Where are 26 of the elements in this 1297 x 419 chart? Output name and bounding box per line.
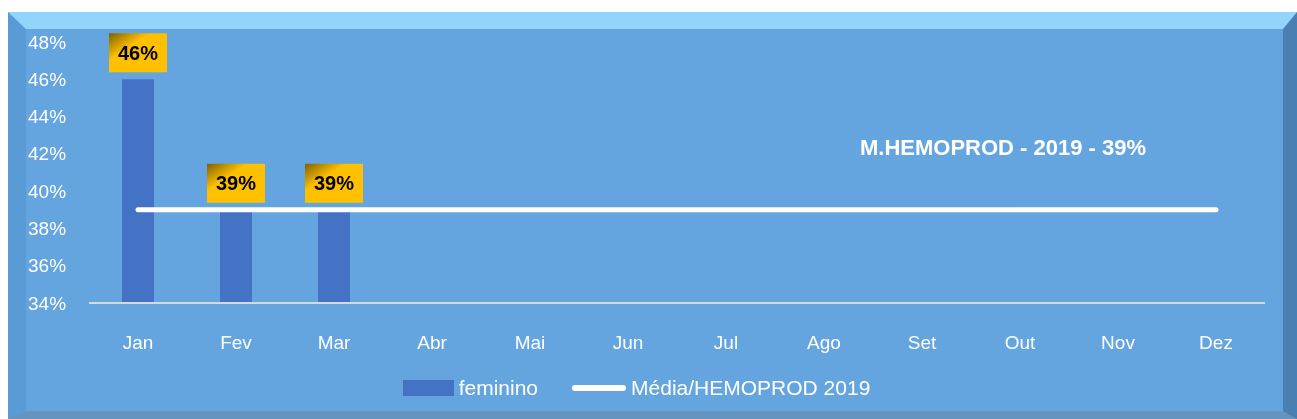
x-tick-label: Out — [1004, 331, 1037, 353]
data-label: 39% — [313, 172, 355, 195]
x-tick-label: Mai — [514, 331, 546, 353]
x-tick-label: Ago — [807, 331, 841, 353]
y-tick-label: 40% — [28, 180, 67, 202]
y-tick-label: 42% — [28, 143, 67, 165]
y-tick-label: 48% — [28, 31, 67, 53]
annotation: M.HEMOPROD - 2019 - 39% — [858, 135, 1148, 161]
legend-label: Média/HEMOPROD 2019 — [631, 376, 871, 400]
legend-label: feminino — [458, 376, 539, 400]
x-tick-label: Fev — [220, 331, 253, 353]
x-tick-label: Dez — [1199, 331, 1233, 353]
x-tick-label: Abr — [417, 331, 448, 353]
y-tick-label: 46% — [28, 68, 67, 90]
y-tick-label: 36% — [28, 255, 67, 277]
data-label: 46% — [117, 41, 159, 64]
data-label: 39% — [215, 172, 257, 195]
x-tick-label: Nov — [1101, 331, 1136, 353]
x-tick-label: Mar — [317, 331, 352, 353]
x-tick-label: Jan — [122, 331, 154, 353]
x-tick-label: Jul — [713, 331, 739, 353]
y-tick-label: 38% — [28, 217, 67, 239]
y-tick-label: 44% — [28, 106, 67, 128]
x-tick-label: Set — [907, 331, 937, 353]
x-tick-label: Jun — [612, 331, 644, 353]
y-tick-label: 34% — [28, 292, 67, 314]
